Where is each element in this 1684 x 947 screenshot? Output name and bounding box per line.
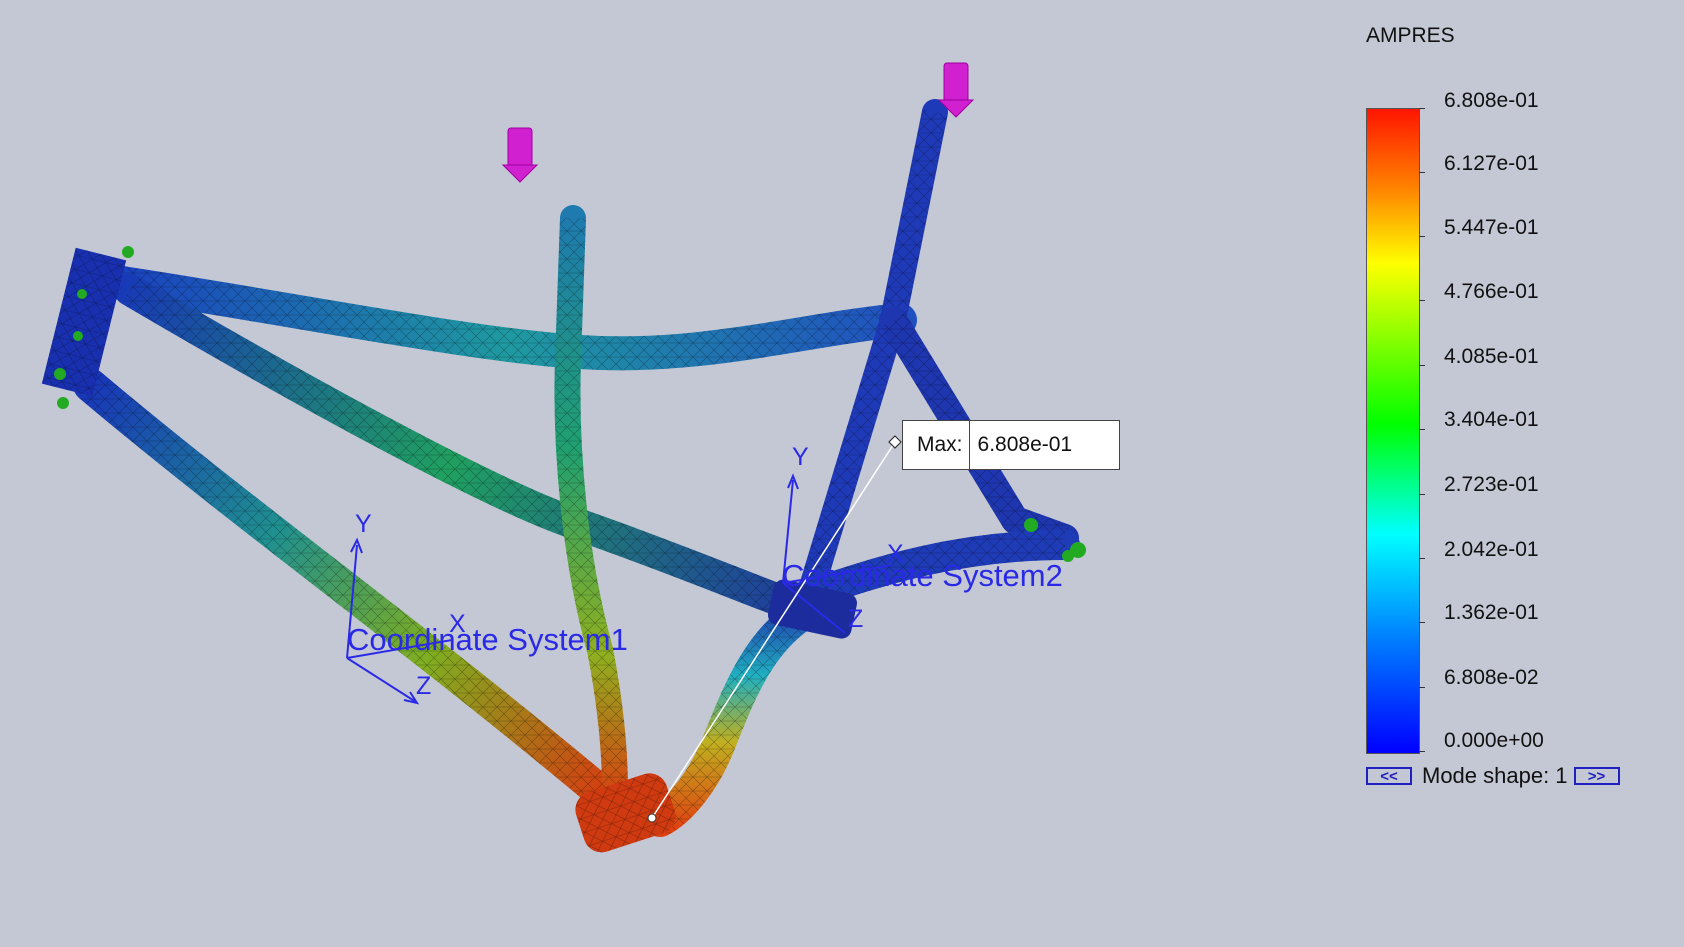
probe-leader-line — [651, 441, 896, 819]
arrow-load-icon — [937, 62, 975, 118]
legend-tick-label: 4.766e-01 — [1444, 280, 1539, 303]
arrow-load-icon — [501, 127, 539, 183]
cs2-x-label: X — [887, 540, 904, 568]
cs1-z-label: Z — [416, 672, 432, 700]
legend-tick — [1419, 236, 1425, 237]
legend-tick — [1419, 494, 1425, 495]
legend-title: AMPRES — [1366, 24, 1455, 47]
probe-anchor — [888, 435, 902, 449]
max-value: 6.808e-01 — [977, 433, 1073, 456]
frame-model — [41, 99, 1080, 853]
coordinate-system-2-axes — [782, 473, 893, 634]
color-scale-bar — [1366, 108, 1420, 754]
legend-tick — [1419, 300, 1425, 301]
legend-tick — [1419, 365, 1425, 366]
mode-shape-label: Mode shape: 1 — [1422, 763, 1568, 788]
legend-tick — [1419, 558, 1425, 559]
legend-tick-label: 4.085e-01 — [1444, 345, 1539, 368]
cs2-z-label: Z — [848, 605, 864, 633]
legend-tick-label: 6.808e-01 — [1444, 89, 1539, 112]
previous-mode-button[interactable]: << — [1366, 767, 1412, 785]
mode-shape-control: << Mode shape: 1 >> — [1366, 762, 1620, 790]
legend-tick-label: 2.042e-01 — [1444, 538, 1539, 561]
legend-tick-label: 6.808e-02 — [1444, 666, 1539, 689]
legend-tick-label: 1.362e-01 — [1444, 601, 1539, 624]
cs1-y-label: Y — [355, 510, 372, 538]
coordinate-system-2-label: Coordinate System2 — [782, 558, 1063, 593]
cs2-y-label: Y — [792, 443, 809, 471]
legend-tick — [1419, 622, 1425, 623]
legend-tick — [1419, 172, 1425, 173]
coordinate-system-1-axes — [346, 537, 453, 705]
legend-tick-label: 5.447e-01 — [1444, 216, 1539, 239]
probe-point — [647, 813, 657, 823]
legend-tick-label: 3.404e-01 — [1444, 408, 1539, 431]
max-probe-box[interactable]: Max: 6.808e-01 — [902, 420, 1120, 470]
legend-tick — [1419, 687, 1425, 688]
legend-tick — [1419, 751, 1425, 752]
legend-tick-label: 2.723e-01 — [1444, 473, 1539, 496]
legend-tick — [1419, 108, 1425, 109]
max-label: Max: — [903, 421, 970, 469]
fixture-icon — [54, 246, 1086, 562]
cs1-x-label: X — [449, 610, 466, 638]
legend-tick — [1419, 429, 1425, 430]
coordinate-system-1-label: Coordinate System1 — [347, 622, 628, 657]
legend-tick-label: 0.000e+00 — [1444, 729, 1544, 752]
next-mode-button[interactable]: >> — [1573, 767, 1620, 785]
legend-tick-label: 6.127e-01 — [1444, 152, 1539, 175]
